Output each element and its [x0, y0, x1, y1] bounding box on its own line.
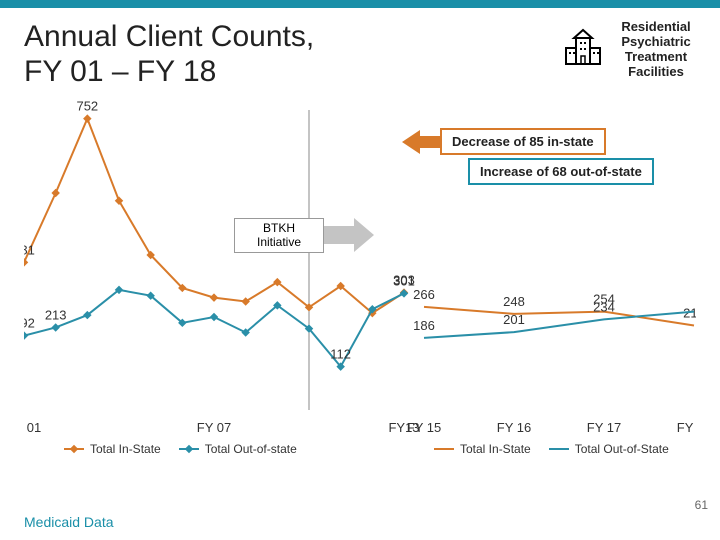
svg-text:301: 301 [393, 273, 415, 288]
svg-text:FY 15: FY 15 [407, 420, 441, 435]
building-icon [560, 24, 606, 75]
chart-area: 381752303192213112301FY 01FY 07FY1326624… [24, 100, 696, 460]
btkh-callout: BTKH Initiative [234, 218, 324, 253]
svg-text:112: 112 [330, 347, 351, 362]
svg-text:248: 248 [503, 294, 525, 309]
page-number: 61 [695, 498, 708, 512]
svg-text:FY 01: FY 01 [24, 420, 41, 435]
svg-text:381: 381 [24, 242, 35, 257]
title-line-1: Annual Client Counts, [24, 20, 314, 53]
legend-in-state-left: Total In-State [64, 442, 161, 456]
svg-text:FY 07: FY 07 [197, 420, 231, 435]
facility-block: Residential Psychiatric Treatment Facili… [560, 20, 696, 80]
svg-text:266: 266 [413, 287, 435, 302]
left-legend: Total In-State Total Out-of-state [64, 442, 297, 456]
svg-text:213: 213 [45, 307, 67, 322]
legend-out-of-state-right: Total Out-of-State [549, 442, 669, 456]
title-block: Annual Client Counts, FY 01 – FY 18 [24, 20, 314, 89]
title-line-2: FY 01 – FY 18 [24, 55, 216, 88]
footer-source: Medicaid Data [24, 514, 114, 530]
svg-text:234: 234 [593, 299, 615, 314]
increase-callout: Increase of 68 out-of-state [468, 158, 654, 185]
decrease-callout: Decrease of 85 in-state [440, 128, 606, 155]
svg-text:752: 752 [76, 100, 98, 114]
svg-text:FY 17: FY 17 [587, 420, 621, 435]
header: Annual Client Counts, FY 01 – FY 18 Resi… [0, 8, 720, 89]
svg-text:201: 201 [503, 312, 525, 327]
legend-out-of-state-left: Total Out-of-state [179, 442, 297, 456]
decrease-callout-arrow [402, 130, 442, 159]
facility-label: Residential Psychiatric Treatment Facili… [616, 20, 696, 80]
btkh-arrow-icon [324, 218, 374, 257]
svg-text:186: 186 [413, 318, 435, 333]
right-legend: Total In-State Total Out-of-State [434, 442, 669, 456]
svg-text:FY 16: FY 16 [497, 420, 531, 435]
svg-text:FY 18: FY 18 [677, 420, 696, 435]
brand-top-bar [0, 0, 720, 8]
legend-in-state-right: Total In-State [434, 442, 531, 456]
svg-text:192: 192 [24, 316, 35, 331]
page-title: Annual Client Counts, FY 01 – FY 18 [24, 20, 314, 89]
